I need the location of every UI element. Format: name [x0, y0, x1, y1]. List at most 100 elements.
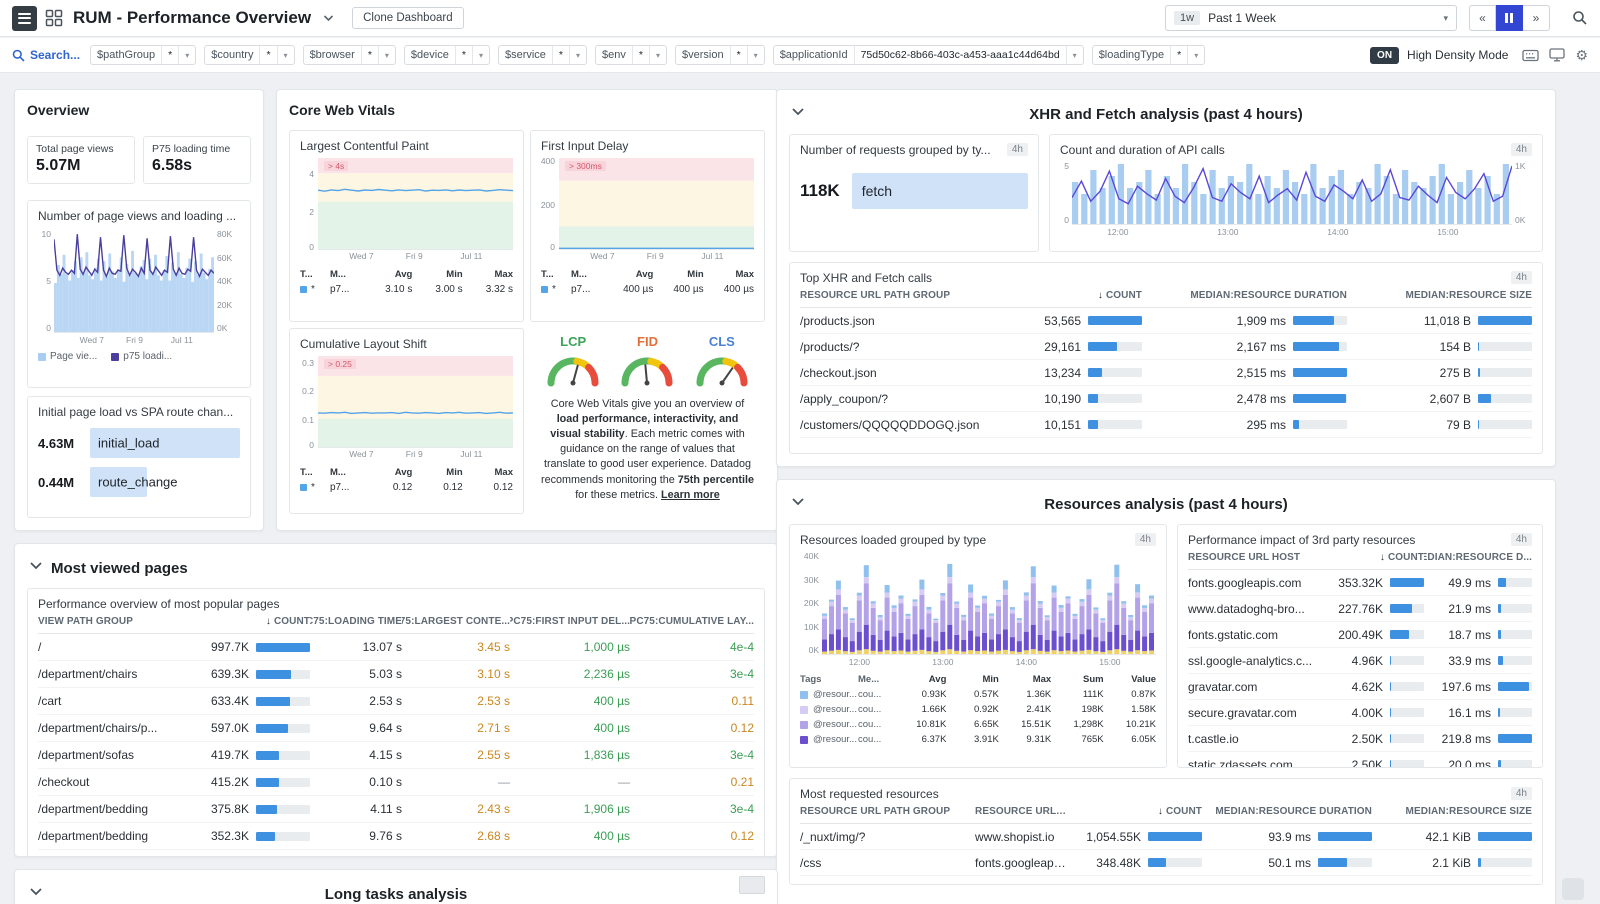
mini-table-row[interactable]: * p7... 0.12 0.12 0.12	[300, 482, 513, 493]
y-axis-right: 80K 60K 40K 20K 0K	[214, 229, 240, 333]
column-header-sorted[interactable]: ↓COUNT	[992, 290, 1142, 301]
fetch-row[interactable]: 118K fetch	[800, 173, 1028, 209]
column-header[interactable]: RESOURCE URL PATH GROUP	[800, 806, 975, 817]
table-row[interactable]: fonts.gstatic.com 200.49K 18.7 ms	[1188, 622, 1532, 648]
legend-item[interactable]: Page vie...	[38, 351, 97, 362]
column-header[interactable]: RESOURCE URL HOST	[975, 806, 1067, 817]
table-row[interactable]: ssl.google-analytics.c... 4.96K 33.9 ms	[1188, 648, 1532, 674]
template-variable[interactable]: $country * ▾	[204, 45, 294, 65]
table-row[interactable]: /cart 633.4K 2.53 s 2.53 s 400 µs 0.11	[38, 688, 754, 715]
column-header[interactable]: MEDIAN:RESOURCE D...	[1424, 552, 1532, 563]
column-header[interactable]: MEDIAN:RESOURCE SIZE	[1347, 290, 1532, 301]
legend-row[interactable]: @resour... cou... 10.81K 6.65K 15.51K 1,…	[800, 719, 1156, 730]
pause-button[interactable]	[1496, 5, 1523, 31]
legend-tag: @resour...	[813, 719, 857, 730]
legend-row[interactable]: @resour... cou... 0.93K 0.57K 1.36K 111K…	[800, 689, 1156, 700]
resource-host: secure.gravatar.com	[1188, 706, 1324, 720]
column-header[interactable]: RESOURCE URL HOST	[1188, 552, 1324, 563]
mini-table-row[interactable]: * p7... 400 µs 400 µs 400 µs	[541, 284, 754, 295]
collapse-chevron-icon[interactable]	[27, 559, 45, 572]
table-row[interactable]: gravatar.com 4.62K 197.6 ms	[1188, 674, 1532, 700]
density-toggle[interactable]: ON	[1370, 47, 1399, 64]
plot-area[interactable]: > 300ms	[559, 158, 754, 250]
table-row[interactable]: / 997.7K 13.07 s 3.45 s 1,000 µs 4e-4	[38, 634, 754, 661]
table-row[interactable]: /customers/QQQQQDDOGQ.json 10,151 295 ms…	[800, 412, 1532, 438]
collapse-chevron-icon[interactable]	[789, 105, 807, 118]
bar-fill	[256, 697, 290, 706]
title-chevron-down-icon[interactable]	[323, 14, 334, 22]
table-row[interactable]: secure.gravatar.com 4.00K 16.1 ms	[1188, 700, 1532, 726]
template-variable[interactable]: $browser * ▾	[303, 45, 396, 65]
column-header[interactable]: PC75:CUMULATIVE LAY...	[630, 616, 754, 627]
table-row[interactable]: /department/chairs 639.3K 5.03 s 3.10 s …	[38, 661, 754, 688]
zoom-icon[interactable]	[1572, 10, 1588, 26]
load-type-row[interactable]: 4.63M initial_load	[38, 428, 240, 458]
column-header-sorted[interactable]: ↓COUNT	[1324, 552, 1424, 563]
time-forward-button[interactable]: »	[1523, 5, 1550, 31]
plot-area[interactable]: > 4s	[318, 158, 513, 250]
stat-p75-loading-time[interactable]: P75 loading time 6.58s	[143, 136, 251, 184]
table-row[interactable]: /apply_coupon/? 10,190 2,478 ms 2,607 B	[800, 386, 1532, 412]
column-header[interactable]: VIEW PATH GROUP	[38, 616, 198, 627]
plot-area[interactable]	[1072, 161, 1512, 225]
table-row[interactable]: /department/chairs/p... 597.0K 9.64 s 2.…	[38, 715, 754, 742]
template-variable[interactable]: $pathGroup * ▾	[90, 45, 196, 65]
legend-row[interactable]: @resour... cou... 1.66K 0.92K 2.41K 198K…	[800, 704, 1156, 715]
series-swatch	[800, 736, 808, 744]
table-row[interactable]: /products.json 53,565 1,909 ms 11,018 B	[800, 308, 1532, 334]
column-header-sorted[interactable]: ↓COUNT	[198, 616, 310, 627]
gear-icon[interactable]: ⚙	[1575, 47, 1588, 64]
stat-total-page-views[interactable]: Total page views 5.07M	[27, 136, 135, 184]
plot-area[interactable]: > 0.25	[318, 356, 513, 448]
time-range-picker[interactable]: 1w Past 1 Week ▾	[1165, 5, 1457, 31]
table-row[interactable]: /_nuxt/img/? www.shopist.io 1,054.55K 93…	[800, 824, 1532, 850]
monitor-icon[interactable]	[1549, 48, 1565, 62]
collapse-chevron-icon[interactable]	[789, 495, 807, 508]
column-header-sorted[interactable]: ↓COUNT	[1067, 806, 1202, 817]
column-header[interactable]: PC75:FIRST INPUT DEL...	[510, 616, 630, 627]
keyboard-icon[interactable]	[1522, 49, 1539, 62]
template-variable[interactable]: $device * ▾	[404, 45, 490, 65]
resize-handle[interactable]	[1562, 878, 1584, 900]
column-header: Avg	[894, 674, 946, 685]
template-variable[interactable]: $version * ▾	[675, 45, 765, 65]
plot-area[interactable]	[54, 229, 214, 333]
time-back-button[interactable]: «	[1469, 5, 1496, 31]
legend-row[interactable]: @resour... cou... 6.37K 3.91K 9.31K 765K…	[800, 734, 1156, 745]
search-button[interactable]: Search...	[12, 48, 80, 62]
collapse-chevron-icon[interactable]	[27, 885, 45, 898]
learn-more-link[interactable]: Learn more	[661, 489, 720, 501]
table-row[interactable]: static.zdassets.com 2.50K 20.0 ms	[1188, 752, 1532, 768]
dashboards-icon[interactable]	[45, 9, 63, 27]
template-variable[interactable]: $env * ▾	[595, 45, 667, 65]
table-row[interactable]: /css fonts.googleapis.com 348.48K 50.1 m…	[800, 850, 1532, 876]
section-title: Resources analysis (past 4 hours)	[789, 496, 1543, 513]
table-row[interactable]: t.castle.io 2.50K 219.8 ms	[1188, 726, 1532, 752]
column-header[interactable]: RESOURCE URL PATH GROUP	[800, 290, 992, 301]
panel-thumbnail-icon[interactable]	[739, 876, 765, 894]
table-row[interactable]: /department/bedding 375.8K 4.11 s 2.43 s…	[38, 796, 754, 823]
load-type-row[interactable]: 0.44M route_change	[38, 467, 240, 497]
column-header[interactable]: MEDIAN:RESOURCE SIZE	[1372, 806, 1532, 817]
clone-dashboard-button[interactable]: Clone Dashboard	[352, 7, 464, 29]
bar-track	[1498, 656, 1532, 665]
table-row[interactable]: /department/sofas 419.7K 4.15 s 2.55 s 1…	[38, 742, 754, 769]
template-variable[interactable]: $service * ▾	[498, 45, 587, 65]
table-row[interactable]: /checkout.json 13,234 2,515 ms 275 B	[800, 360, 1532, 386]
table-row[interactable]: /department/bedding 352.3K 9.76 s 2.68 s…	[38, 823, 754, 850]
plot-area[interactable]	[822, 551, 1156, 655]
menu-icon[interactable]	[12, 6, 37, 31]
table-row[interactable]: www.datadoghq-bro... 227.76K 21.9 ms	[1188, 596, 1532, 622]
column-header[interactable]: MEDIAN:RESOURCE DURATION	[1142, 290, 1347, 301]
column-header[interactable]: MEDIAN:RESOURCE DURATION	[1202, 806, 1372, 817]
legend-item[interactable]: p75 loadi...	[111, 351, 172, 362]
column-header[interactable]: PC75:LARGEST CONTE...	[402, 616, 510, 627]
resource-path: /apply_coupon/?	[800, 392, 992, 406]
table-row[interactable]: fonts.googleapis.com 353.32K 49.9 ms	[1188, 570, 1532, 596]
table-row[interactable]: /products/? 29,161 2,167 ms 154 B	[800, 334, 1532, 360]
table-row[interactable]: /checkout 415.2K 0.10 s — — 0.21	[38, 769, 754, 796]
template-variable[interactable]: $applicationId 75d50c62-8b66-403c-a453-a…	[773, 45, 1084, 65]
template-variable[interactable]: $loadingType * ▾	[1092, 45, 1206, 65]
mini-table-row[interactable]: * p7... 3.10 s 3.00 s 3.32 s	[300, 284, 513, 295]
column-header[interactable]: PC75:LOADING TIME	[310, 616, 402, 627]
